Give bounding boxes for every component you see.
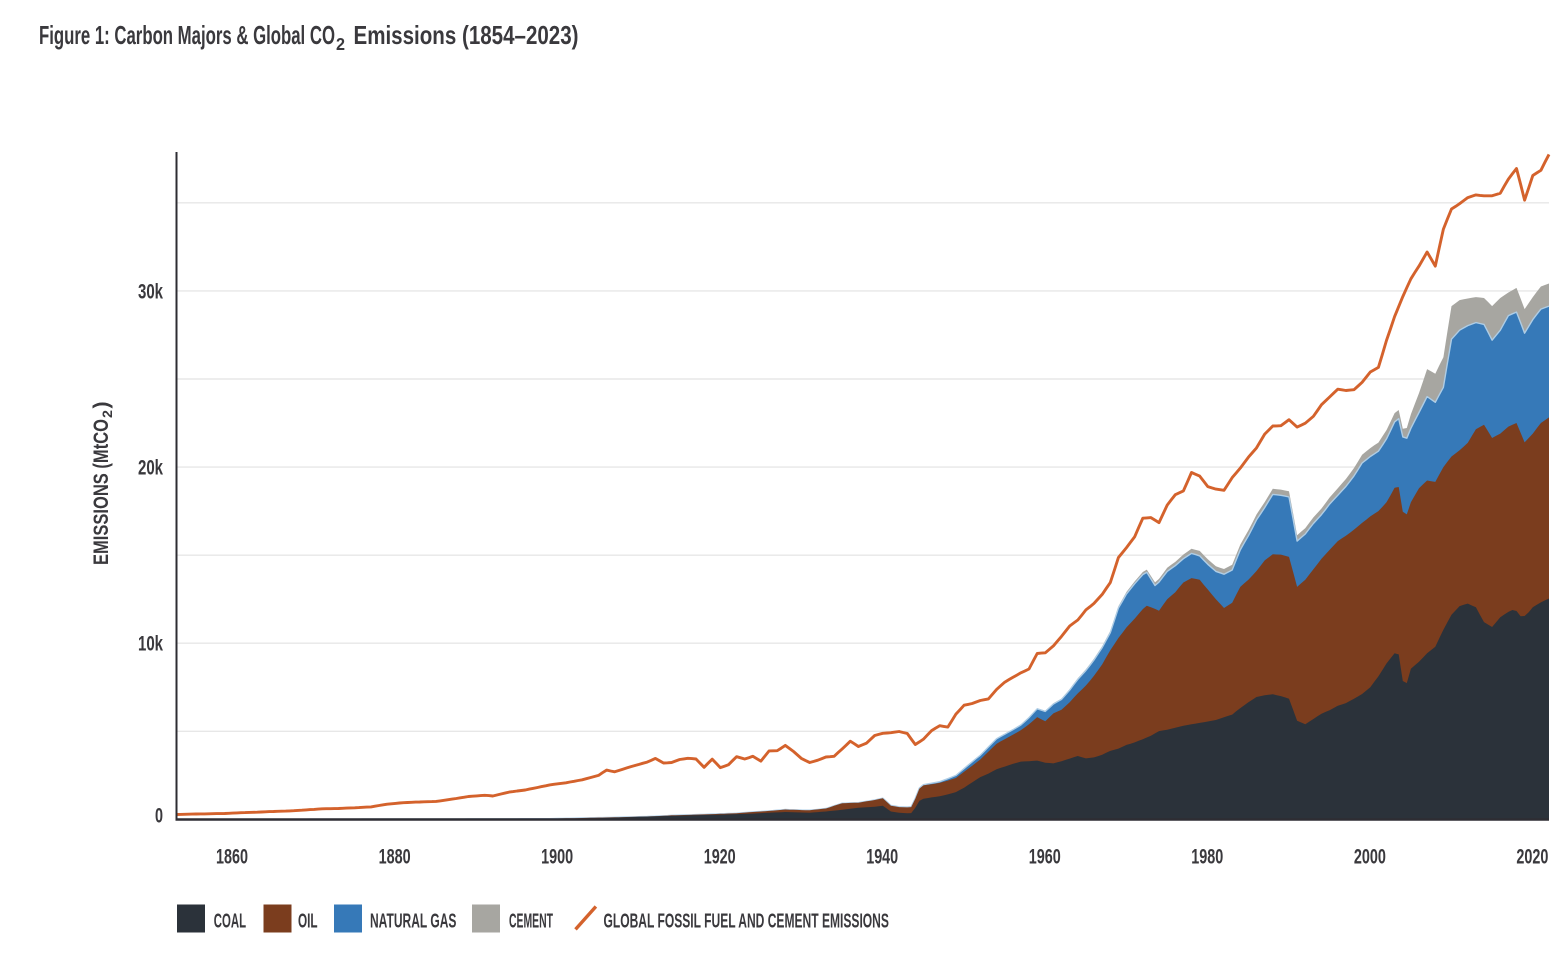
svg-text:10k: 10k: [138, 632, 163, 656]
svg-text:2020: 2020: [1516, 845, 1548, 869]
svg-text:1960: 1960: [1029, 845, 1061, 869]
svg-text:NATURAL GAS: NATURAL GAS: [370, 910, 456, 933]
svg-text:2: 2: [336, 34, 345, 54]
svg-text:1980: 1980: [1191, 845, 1223, 869]
svg-text:): ): [90, 402, 113, 409]
svg-text:20k: 20k: [138, 456, 163, 480]
svg-text:1940: 1940: [866, 845, 898, 869]
svg-text:2: 2: [99, 410, 115, 418]
svg-text:CEMENT: CEMENT: [509, 910, 553, 933]
svg-text:Figure 1: Carbon Majors & Glob: Figure 1: Carbon Majors & Global CO: [39, 20, 335, 50]
svg-text:Emissions (1854–2023): Emissions (1854–2023): [354, 20, 579, 50]
svg-text:GLOBAL FOSSIL FUEL AND CEMENT: GLOBAL FOSSIL FUEL AND CEMENT EMISSIONS: [604, 910, 889, 933]
svg-text:1880: 1880: [379, 845, 411, 869]
svg-text:1860: 1860: [216, 845, 248, 869]
svg-text:EMISSIONS (MtCO: EMISSIONS (MtCO: [90, 419, 113, 565]
svg-text:2000: 2000: [1354, 845, 1386, 869]
svg-text:0: 0: [155, 804, 163, 828]
svg-text:30k: 30k: [138, 279, 163, 303]
svg-text:1900: 1900: [541, 845, 573, 869]
svg-text:OIL: OIL: [298, 910, 318, 933]
svg-text:1920: 1920: [704, 845, 736, 869]
svg-text:COAL: COAL: [214, 910, 246, 933]
